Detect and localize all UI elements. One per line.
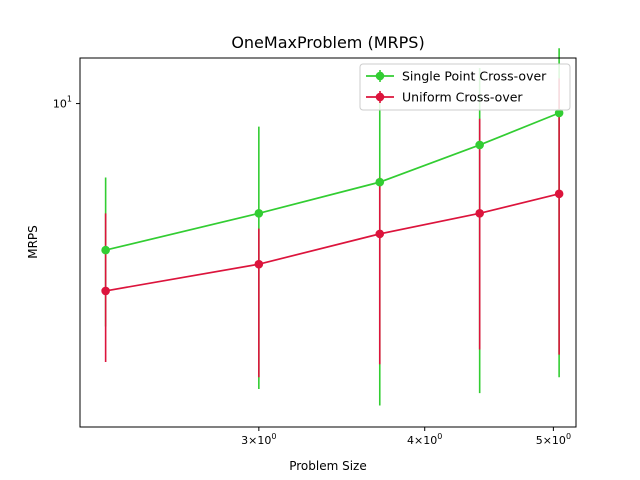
- x-tick-label-0: 3×100: [241, 432, 276, 447]
- plot-area: [101, 48, 564, 406]
- x-tick-label-2: 5×100: [536, 432, 571, 447]
- y-tick-label-0: 101: [53, 95, 72, 111]
- x-tick-label-exp-2: 0: [566, 432, 571, 441]
- point-s1-p2: [375, 229, 385, 239]
- point-s1-p3: [475, 209, 484, 218]
- legend-label-1: Uniform Cross-over: [402, 90, 523, 105]
- point-s0-p3: [475, 140, 484, 150]
- x-axis-label: Problem Size: [289, 459, 367, 473]
- point-s0-p1: [254, 209, 264, 218]
- legend-marker-0: [375, 71, 385, 81]
- x-tick-label-base-1: 4×10: [407, 434, 437, 447]
- y-tick-label-base-0: 10: [53, 98, 67, 111]
- point-s1-p1: [254, 259, 264, 269]
- legend: Single Point Cross-over Uniform Cross-ove…: [359, 63, 571, 111]
- legend-box: [359, 63, 571, 111]
- point-s0-p2: [375, 177, 385, 187]
- x-tick-label-exp-0: 0: [271, 432, 276, 441]
- x-tick-label-base-0: 3×10: [241, 434, 271, 447]
- x-tick-label-1: 4×100: [407, 432, 442, 447]
- point-s0-p0: [101, 245, 110, 255]
- point-s0-p4: [554, 108, 564, 118]
- x-tick-label-exp-1: 0: [437, 432, 442, 441]
- x-tick-label-base-2: 5×10: [536, 434, 566, 447]
- point-s1-p4: [554, 189, 564, 199]
- legend-marker-1: [375, 92, 385, 102]
- y-tick-label-exp-0: 1: [67, 95, 72, 104]
- y-axis-label: MRPS: [26, 225, 40, 259]
- point-s1-p0: [101, 286, 110, 296]
- chart-title: OneMaxProblem (MRPS): [231, 33, 424, 52]
- legend-label-0: Single Point Cross-over: [402, 69, 547, 84]
- plot-frame: [79, 57, 577, 428]
